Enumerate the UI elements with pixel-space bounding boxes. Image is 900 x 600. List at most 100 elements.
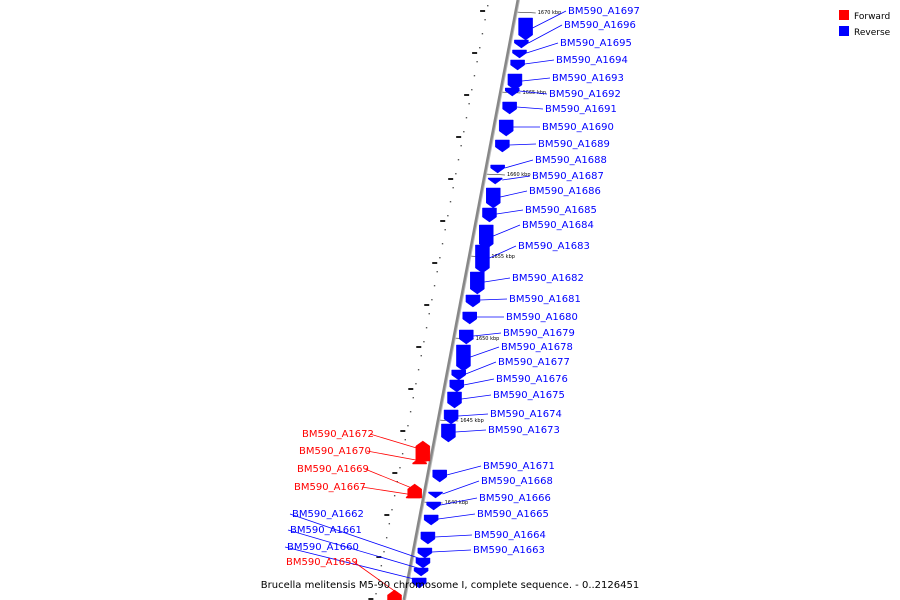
gene-feature-bm590_a1688 bbox=[490, 164, 505, 174]
major-tick bbox=[416, 346, 422, 348]
map-caption: Brucella melitensis M5-90 chromosome I, … bbox=[261, 580, 639, 591]
gene-label-bm590_a1680: BM590_A1680 bbox=[506, 312, 578, 323]
gene-label-bm590_a1663: BM590_A1663 bbox=[473, 545, 545, 556]
ring-dot bbox=[399, 467, 401, 469]
tick-label: 1670 kbp bbox=[538, 10, 562, 16]
gene-label-bm590_a1692: BM590_A1692 bbox=[549, 89, 621, 100]
gene-feature-bm590_a1693 bbox=[507, 73, 523, 91]
gene-leader-line bbox=[484, 277, 511, 283]
ring-dot bbox=[388, 523, 391, 525]
tick-line bbox=[484, 173, 505, 176]
ring-dot bbox=[473, 75, 476, 77]
ring-dot bbox=[412, 397, 414, 399]
ring-dot bbox=[457, 159, 460, 161]
ring-dot bbox=[452, 187, 454, 189]
gene-leader-line bbox=[493, 224, 521, 237]
gene-label-bm590_a1682: BM590_A1682 bbox=[512, 273, 584, 284]
gene-label-bm590_a1665: BM590_A1665 bbox=[477, 509, 549, 520]
gene-feature-bm590_a1685 bbox=[482, 207, 497, 223]
gene-feature-bm590_a1674 bbox=[443, 409, 459, 425]
major-tick bbox=[472, 52, 478, 54]
ring-dot bbox=[431, 299, 433, 301]
gene-leader-line bbox=[496, 209, 524, 215]
gene-label-bm590_a1696: BM590_A1696 bbox=[564, 20, 636, 31]
legend-forward-label: Forward bbox=[854, 12, 890, 22]
legend-forward-swatch bbox=[839, 10, 849, 20]
gene-label-bm590_a1693: BM590_A1693 bbox=[552, 73, 624, 84]
gene-leader-line bbox=[528, 24, 563, 44]
ring-dot bbox=[447, 215, 449, 217]
gene-feature-bm590_a1686 bbox=[486, 187, 501, 209]
gene-label-bm590_a1679: BM590_A1679 bbox=[503, 328, 575, 339]
gene-label-bm590_a1674: BM590_A1674 bbox=[490, 409, 562, 420]
major-tick bbox=[456, 136, 462, 138]
gene-leader-line bbox=[500, 190, 528, 198]
gene-leader-line bbox=[458, 413, 489, 417]
major-tick bbox=[408, 388, 414, 390]
gene-leader-line bbox=[287, 529, 429, 572]
major-tick bbox=[448, 178, 454, 180]
tick-label: 1650 kbp bbox=[476, 336, 500, 342]
gene-label-bm590_a1684: BM590_A1684 bbox=[522, 220, 594, 231]
gene-feature-bm590_a1666 bbox=[426, 501, 441, 511]
ring-dot bbox=[481, 33, 484, 35]
ring-dot bbox=[436, 271, 438, 273]
gene-label-bm590_a1681: BM590_A1681 bbox=[509, 294, 581, 305]
gene-leader-line bbox=[465, 361, 497, 375]
gene-feature-bm590_a1681 bbox=[465, 294, 481, 308]
gene-leader-line bbox=[284, 546, 427, 583]
gene-feature-bm590_a1694 bbox=[510, 59, 525, 71]
gene-leader-line bbox=[532, 10, 567, 29]
gene-leader-line bbox=[470, 346, 500, 358]
gene-features bbox=[387, 17, 533, 600]
gene-label-bm590_a1666: BM590_A1666 bbox=[479, 493, 551, 504]
ring-dot bbox=[439, 257, 441, 259]
ring-dot bbox=[425, 327, 428, 329]
chromosome-backbone-inner bbox=[405, 0, 520, 600]
gene-leader-line bbox=[489, 245, 517, 259]
ring-dot bbox=[428, 313, 430, 315]
gene-feature-bm590_a1679 bbox=[459, 329, 474, 345]
gene-label-bm590_a1690: BM590_A1690 bbox=[542, 122, 614, 133]
gene-feature-bm590_a1664 bbox=[420, 531, 436, 545]
major-tick bbox=[384, 514, 390, 516]
gene-feature-bm590_a1692 bbox=[505, 87, 520, 97]
gene-label-bm590_a1662: BM590_A1662 bbox=[292, 509, 364, 520]
gene-label-bm590_a1686: BM590_A1686 bbox=[529, 186, 601, 197]
ring-dot bbox=[460, 145, 462, 147]
gene-label-bm590_a1694: BM590_A1694 bbox=[556, 55, 628, 66]
major-tick bbox=[424, 304, 430, 306]
gene-label-bm590_a1671: BM590_A1671 bbox=[483, 461, 555, 472]
gene-leader-line bbox=[446, 465, 482, 476]
gene-labels: BM590_A1697 BM590_A1696 BM590_A1695 BM590_A… bbox=[284, 6, 640, 597]
gene-leader-line bbox=[434, 534, 473, 538]
gene-feature-bm590_a1687 bbox=[487, 177, 503, 185]
gene-leader-line bbox=[516, 106, 544, 110]
ring-dot bbox=[383, 551, 385, 553]
gene-feature-bm590_a1676 bbox=[449, 379, 465, 393]
gene-label-bm590_a1687: BM590_A1687 bbox=[532, 171, 604, 182]
gene-leader-line bbox=[502, 175, 531, 181]
ring-dot bbox=[449, 201, 452, 203]
ring-dot bbox=[407, 425, 409, 427]
ring-dot bbox=[393, 495, 396, 497]
gene-feature-bm590_a1671 bbox=[432, 469, 447, 483]
gene-feature-bm590_a1690 bbox=[498, 119, 514, 137]
gene-leader-line bbox=[353, 561, 402, 597]
ring-dot bbox=[433, 285, 436, 287]
tick-label: 1660 kbp bbox=[507, 172, 531, 178]
major-tick bbox=[432, 262, 438, 264]
major-tick bbox=[368, 598, 374, 600]
major-tick bbox=[464, 94, 470, 96]
tick-label: 1655 kbp bbox=[491, 254, 515, 260]
gene-leader-line bbox=[289, 513, 431, 563]
gene-feature-bm590_a1689 bbox=[495, 139, 510, 153]
ring-dot bbox=[484, 19, 486, 21]
major-tick bbox=[400, 430, 406, 432]
ring-dot bbox=[465, 117, 468, 119]
gene-leader-line bbox=[521, 77, 551, 82]
gene-feature-bm590_a1697 bbox=[518, 17, 533, 41]
tick-label: 1645 kbp bbox=[460, 418, 484, 424]
major-tick bbox=[480, 10, 486, 12]
